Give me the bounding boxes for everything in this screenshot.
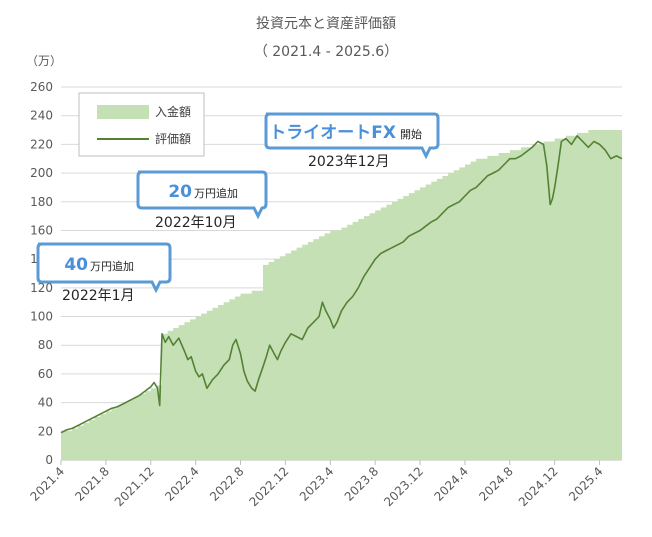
x-tick-label: 2024.8 <box>476 464 516 504</box>
callout-1-date: 2022年1月 <box>62 288 135 304</box>
principal-area <box>61 130 622 461</box>
y-tick-label: 20 <box>38 424 53 438</box>
y-tick-label: 200 <box>30 166 53 180</box>
callout-3-date: 2023年12月 <box>308 154 389 170</box>
x-tick-label: 2024.12 <box>516 464 561 509</box>
legend-label-principal: 入金額 <box>155 104 191 119</box>
callout-40-added: 40 万円追加 2022年1月 <box>36 242 172 304</box>
x-tick-label: 2021.8 <box>72 464 112 504</box>
x-tick-label: 2022.12 <box>247 464 292 509</box>
x-tick-label: 2025.4 <box>566 464 606 504</box>
y-tick-label: 240 <box>30 109 53 123</box>
x-tick-label: 2023.8 <box>342 464 382 504</box>
x-tick-label: 2021.12 <box>112 464 157 509</box>
chart-title: 投資元本と資産評価額 <box>256 16 396 32</box>
legend-swatch-principal <box>97 105 149 119</box>
callout-2-date-text: 2022年10月 <box>155 215 236 231</box>
plot-area <box>60 130 623 461</box>
y-tick-label: 40 <box>38 396 53 410</box>
y-tick-label: 260 <box>30 80 53 94</box>
x-tick-label: 2021.4 <box>28 464 68 504</box>
x-tick-labels: 2021.4 2021.8 2021.12 2022.4 2022.8 2022.12 20… <box>28 460 606 509</box>
x-tick-label: 2024.4 <box>431 464 471 504</box>
y-tick-label: 120 <box>30 281 53 295</box>
y-tick-label: 80 <box>38 338 53 352</box>
callout-1-amount: 40 <box>64 255 88 275</box>
callout-1-text: 万円追加 <box>90 259 134 273</box>
x-tick-label: 2023.4 <box>297 464 337 504</box>
y-axis-label: （万） <box>26 54 62 68</box>
y-tick-label: 100 <box>30 310 53 324</box>
callout-20-added: 20 万円追加 2023年12月 2022年10月 <box>136 170 268 231</box>
y-tick-label: 180 <box>30 195 53 209</box>
x-tick-label: 2022.4 <box>162 464 202 504</box>
chart-subtitle: （ 2021.4 - 2025.6） <box>254 44 398 60</box>
legend: 入金額 評価額 <box>78 92 205 157</box>
callout-3-text: 開始 <box>400 127 422 141</box>
callout-fx-start: トライオートFX 開始 2023年12月 <box>264 112 440 170</box>
x-tick-label: 2022.8 <box>207 464 247 504</box>
y-tick-label: 160 <box>30 223 53 237</box>
x-tick-label: 2023.12 <box>381 464 426 509</box>
valuation-line <box>60 135 623 434</box>
callout-2-amount: 20 <box>168 182 192 202</box>
legend-label-valuation: 評価額 <box>155 131 191 146</box>
y-tick-label: 220 <box>30 137 53 151</box>
callout-3-title: トライオートFX <box>269 123 396 143</box>
y-tick-label: 0 <box>45 453 53 467</box>
callout-2-text: 万円追加 <box>194 186 238 200</box>
y-tick-label: 60 <box>38 367 53 381</box>
legend-box <box>78 92 205 157</box>
